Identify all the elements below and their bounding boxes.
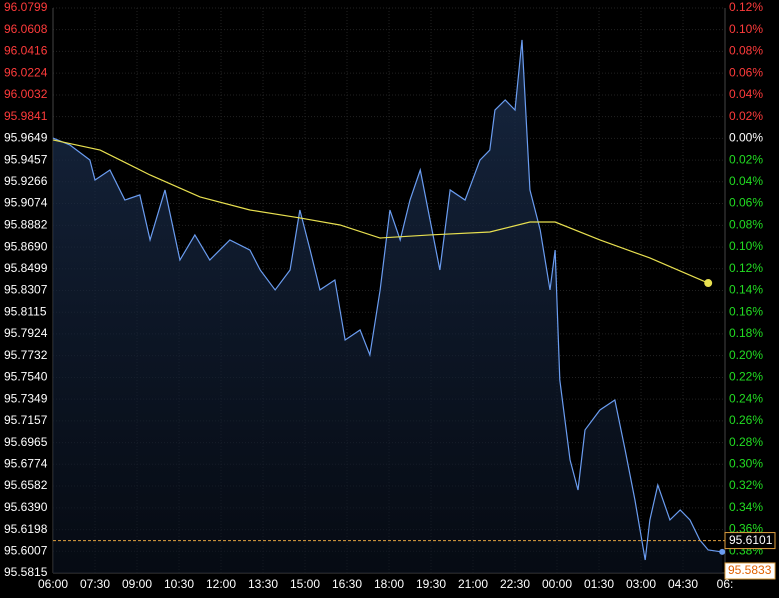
y2-tick-label: 0.18% [729, 326, 763, 340]
y2-tick-label: 0.26% [729, 413, 763, 427]
x-tick-label: 03:00 [626, 577, 656, 591]
y-tick-label: 95.9841 [4, 109, 48, 123]
y-tick-label: 95.7924 [4, 326, 48, 340]
y2-tick-label: 0.24% [729, 391, 763, 405]
end-dot [719, 548, 726, 555]
x-tick-label: 01:30 [584, 577, 614, 591]
y-tick-label: 95.8307 [4, 283, 48, 297]
y2-tick-label: 0.16% [729, 304, 763, 318]
y2-tick-label: 0.08% [729, 44, 763, 58]
y-tick-label: 96.0608 [4, 22, 48, 36]
x-tick-label: 21:00 [458, 577, 488, 591]
y-tick-label: 95.7157 [4, 413, 48, 427]
y2-tick-label: 0.14% [729, 283, 763, 297]
y-tick-label: 96.0224 [4, 65, 48, 79]
y-tick-label: 95.8882 [4, 217, 48, 231]
x-tick-label: 16:30 [332, 577, 362, 591]
x-tick-label: 15:00 [290, 577, 320, 591]
last-price-box [724, 532, 776, 550]
y-tick-label: 95.9266 [4, 174, 48, 188]
y-tick-label: 95.5815 [4, 565, 48, 579]
x-tick-label: 19:30 [416, 577, 446, 591]
x-tick-label: 04:30 [668, 577, 698, 591]
y-tick-label: 96.0416 [4, 44, 48, 58]
y-tick-label: 95.8499 [4, 261, 48, 275]
y2-tick-label: 0.08% [729, 217, 763, 231]
y-tick-label: 95.8690 [4, 239, 48, 253]
y-tick-label: 96.0032 [4, 87, 48, 101]
y-tick-label: 95.6965 [4, 435, 48, 449]
y2-tick-label: 0.12% [729, 261, 763, 275]
y2-tick-label: 0.32% [729, 478, 763, 492]
y-tick-label: 95.9457 [4, 152, 48, 166]
end-dot [704, 279, 713, 288]
y-tick-label: 95.6774 [4, 456, 48, 470]
x-tick-label: 22:30 [500, 577, 530, 591]
y2-tick-label: 0.20% [729, 348, 763, 362]
cursor-price-label: 95.5833 [728, 563, 772, 577]
y-tick-label: 95.9649 [4, 131, 48, 145]
y2-tick-label: 0.04% [729, 87, 763, 101]
y2-tick-label: 0.10% [729, 22, 763, 36]
y-tick-label: 95.6582 [4, 478, 48, 492]
y2-tick-label: 0.04% [729, 174, 763, 188]
y2-tick-label: 0.12% [729, 0, 763, 14]
x-tick-label: 07:30 [80, 577, 110, 591]
x-tick-label: 06: [717, 577, 734, 591]
x-tick-label: 18:00 [374, 577, 404, 591]
y2-tick-label: 0.30% [729, 457, 763, 471]
x-tick-label: 00:00 [542, 577, 572, 591]
y-tick-label: 95.7732 [4, 348, 48, 362]
cursor-price-box [724, 562, 776, 580]
y2-tick-label: 0.06% [729, 196, 763, 210]
y2-tick-label: 0.10% [729, 239, 763, 253]
y2-tick-label: 0.34% [729, 500, 763, 514]
series-line [52, 39, 723, 561]
y2-tick-label: 0.02% [729, 109, 763, 123]
last-price-label: 95.6101 [729, 533, 773, 547]
y2-tick-label: 0.22% [729, 370, 763, 384]
y-tick-label: 95.7540 [4, 370, 48, 384]
x-tick-label: 06:00 [38, 577, 68, 591]
y-tick-label: 95.7349 [4, 391, 48, 405]
y2-tick-label: 0.02% [729, 152, 763, 166]
y2-tick-label: 0.00% [729, 131, 763, 145]
y-tick-label: 95.6007 [4, 543, 48, 557]
area-fill [53, 39, 723, 573]
y-tick-label: 95.9074 [4, 196, 48, 210]
y-tick-label: 96.0799 [4, 0, 48, 14]
series-line [52, 139, 709, 284]
x-tick-label: 09:00 [122, 577, 152, 591]
x-tick-label: 10:30 [164, 577, 194, 591]
y2-tick-label: 0.06% [729, 65, 763, 79]
y-tick-label: 95.6198 [4, 522, 48, 536]
y-tick-label: 95.6390 [4, 500, 48, 514]
x-tick-label: 12:00 [206, 577, 236, 591]
y2-tick-label: 0.28% [729, 435, 763, 449]
x-tick-label: 13:30 [248, 577, 278, 591]
y-tick-label: 95.8115 [4, 304, 47, 318]
